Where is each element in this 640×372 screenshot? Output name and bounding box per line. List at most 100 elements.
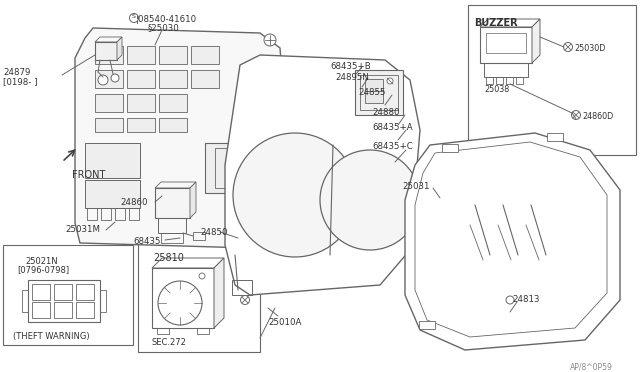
- Circle shape: [320, 150, 420, 250]
- Bar: [159, 94, 187, 112]
- Bar: [115, 208, 125, 220]
- Bar: [32, 284, 50, 300]
- Polygon shape: [405, 133, 620, 350]
- Bar: [87, 208, 97, 220]
- Circle shape: [387, 78, 393, 84]
- Bar: [100, 290, 106, 312]
- Circle shape: [572, 110, 580, 119]
- Text: 25031M: 25031M: [65, 225, 100, 234]
- Circle shape: [199, 273, 205, 279]
- Text: (THEFT WARNING): (THEFT WARNING): [13, 332, 90, 341]
- Circle shape: [111, 74, 119, 82]
- Bar: [95, 42, 117, 60]
- Bar: [28, 280, 100, 322]
- Circle shape: [98, 75, 108, 85]
- Bar: [360, 75, 398, 110]
- Circle shape: [233, 133, 357, 257]
- Circle shape: [563, 42, 573, 51]
- Bar: [85, 180, 140, 208]
- Circle shape: [241, 295, 250, 305]
- Bar: [129, 208, 139, 220]
- Text: 68435+C: 68435+C: [372, 142, 413, 151]
- Bar: [215, 148, 250, 188]
- Bar: [355, 70, 403, 115]
- Text: S: S: [131, 14, 136, 19]
- Bar: [232, 280, 252, 295]
- Bar: [159, 46, 187, 64]
- Text: 24895N: 24895N: [335, 73, 369, 82]
- Bar: [468, 5, 636, 155]
- Polygon shape: [190, 182, 196, 218]
- Bar: [155, 188, 190, 218]
- Bar: [547, 133, 563, 141]
- Text: 24860D: 24860D: [582, 112, 613, 121]
- Bar: [191, 46, 219, 64]
- Polygon shape: [75, 28, 285, 248]
- Bar: [365, 91, 383, 103]
- Circle shape: [158, 281, 202, 325]
- Text: 25030D: 25030D: [574, 44, 605, 53]
- Bar: [191, 70, 219, 88]
- Bar: [95, 70, 123, 88]
- Polygon shape: [214, 258, 224, 328]
- Circle shape: [129, 13, 138, 22]
- Bar: [516, 77, 523, 84]
- Bar: [159, 118, 187, 132]
- Bar: [3, 245, 133, 345]
- Bar: [101, 208, 111, 220]
- Text: 25021N: 25021N: [25, 257, 58, 266]
- Bar: [127, 94, 155, 112]
- Bar: [54, 302, 72, 318]
- Bar: [127, 46, 155, 64]
- Text: 25810: 25810: [153, 253, 184, 263]
- Text: 68435: 68435: [133, 237, 161, 246]
- Polygon shape: [532, 19, 540, 63]
- Text: §25030: §25030: [148, 23, 180, 32]
- Bar: [95, 94, 123, 112]
- Bar: [419, 321, 435, 329]
- Bar: [152, 268, 214, 328]
- Bar: [157, 328, 169, 334]
- Text: 24860: 24860: [120, 198, 147, 207]
- Bar: [197, 328, 209, 334]
- Text: 24879: 24879: [3, 68, 30, 77]
- Circle shape: [506, 296, 514, 304]
- Bar: [54, 284, 72, 300]
- Text: 25031: 25031: [402, 182, 429, 191]
- Bar: [365, 79, 383, 91]
- Circle shape: [264, 34, 276, 46]
- Bar: [158, 218, 186, 233]
- Text: BUZZER: BUZZER: [474, 18, 518, 28]
- Text: SEC.272: SEC.272: [152, 338, 187, 347]
- Text: 68435+B: 68435+B: [330, 62, 371, 71]
- Text: 25010A: 25010A: [268, 318, 301, 327]
- Bar: [76, 302, 94, 318]
- Text: 68435+A: 68435+A: [372, 123, 413, 132]
- Bar: [22, 290, 28, 312]
- Bar: [205, 143, 260, 193]
- Bar: [95, 46, 123, 64]
- Bar: [442, 144, 458, 152]
- Bar: [95, 118, 123, 132]
- Polygon shape: [225, 55, 420, 295]
- Text: 24813: 24813: [512, 295, 540, 304]
- Bar: [138, 242, 260, 352]
- Text: ¦08540-41610: ¦08540-41610: [136, 15, 197, 24]
- Text: [0796-0798]: [0796-0798]: [17, 265, 69, 274]
- Bar: [127, 70, 155, 88]
- Bar: [480, 27, 532, 63]
- Bar: [496, 77, 503, 84]
- Text: FRONT: FRONT: [72, 170, 106, 180]
- Bar: [127, 118, 155, 132]
- Bar: [32, 302, 50, 318]
- Text: 24855: 24855: [358, 88, 385, 97]
- Bar: [506, 77, 513, 84]
- Bar: [486, 33, 526, 53]
- Bar: [486, 77, 493, 84]
- Bar: [76, 284, 94, 300]
- Bar: [484, 63, 528, 77]
- Text: 24880: 24880: [372, 108, 399, 117]
- Bar: [85, 143, 140, 178]
- Polygon shape: [117, 37, 122, 60]
- Bar: [193, 232, 205, 240]
